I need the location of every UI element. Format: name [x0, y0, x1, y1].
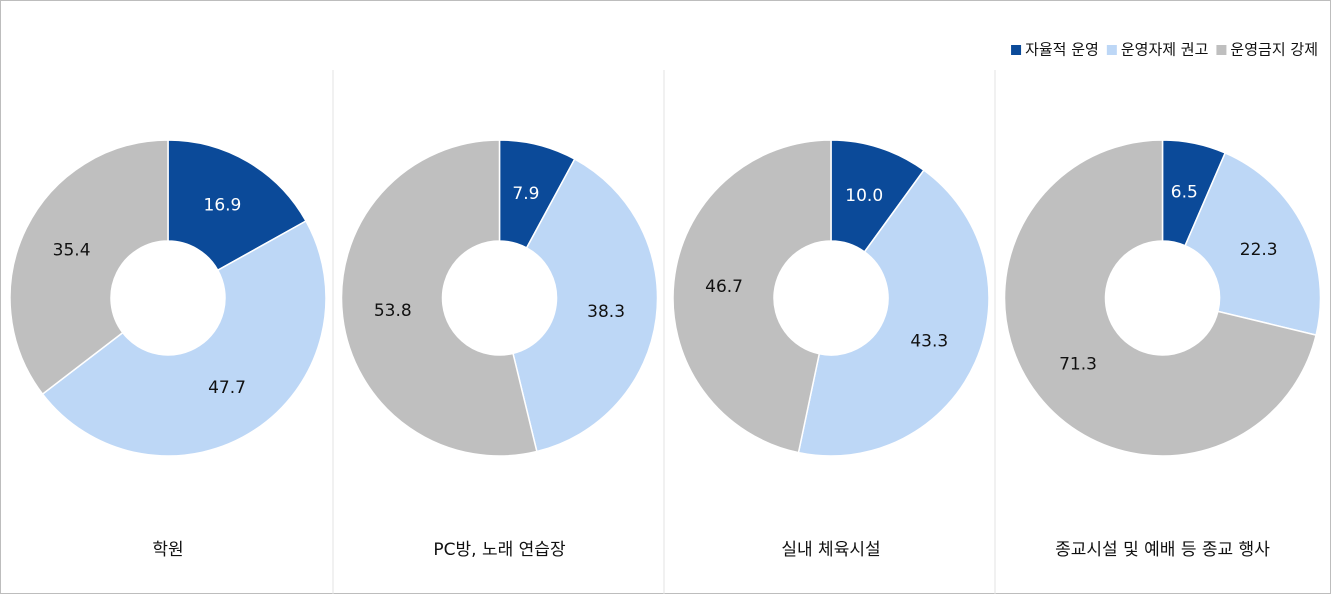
donut-slice — [9, 139, 169, 396]
donut-slice — [340, 139, 538, 457]
data-label: 53.8 — [374, 301, 412, 321]
donut-slice — [512, 158, 659, 453]
category-label: 학원 — [152, 540, 183, 560]
donut-slice — [1003, 139, 1317, 457]
legend-label: 운영자제 권고 — [1121, 41, 1209, 59]
category-label: PC방, 노래 연습장 — [433, 540, 566, 560]
category-label: 종교시설 및 예배 등 종교 행사 — [1055, 540, 1270, 560]
donut-slice — [672, 139, 832, 454]
data-label: 16.9 — [204, 195, 242, 215]
legend-swatch — [1106, 45, 1117, 55]
legend-swatch — [1216, 45, 1227, 55]
data-label: 22.3 — [1240, 240, 1278, 260]
donut-slice — [797, 169, 990, 457]
data-label: 47.7 — [208, 378, 246, 398]
data-label: 38.3 — [587, 302, 625, 322]
data-label: 46.7 — [705, 277, 743, 297]
donut-slice — [167, 139, 307, 272]
donut-slice — [41, 219, 327, 457]
data-label: 10.0 — [845, 186, 883, 206]
data-label: 7.9 — [512, 184, 539, 204]
category-label: 실내 체육시설 — [781, 540, 880, 560]
data-label: 71.3 — [1059, 354, 1097, 374]
legend-label: 운영금지 강제 — [1230, 41, 1318, 59]
legend-swatch — [1011, 45, 1022, 55]
data-label: 6.5 — [1171, 183, 1198, 203]
data-label: 43.3 — [910, 332, 948, 352]
donut-slice — [1184, 151, 1322, 336]
legend-label: 자율적 운영 — [1025, 41, 1099, 59]
data-label: 35.4 — [53, 240, 91, 260]
